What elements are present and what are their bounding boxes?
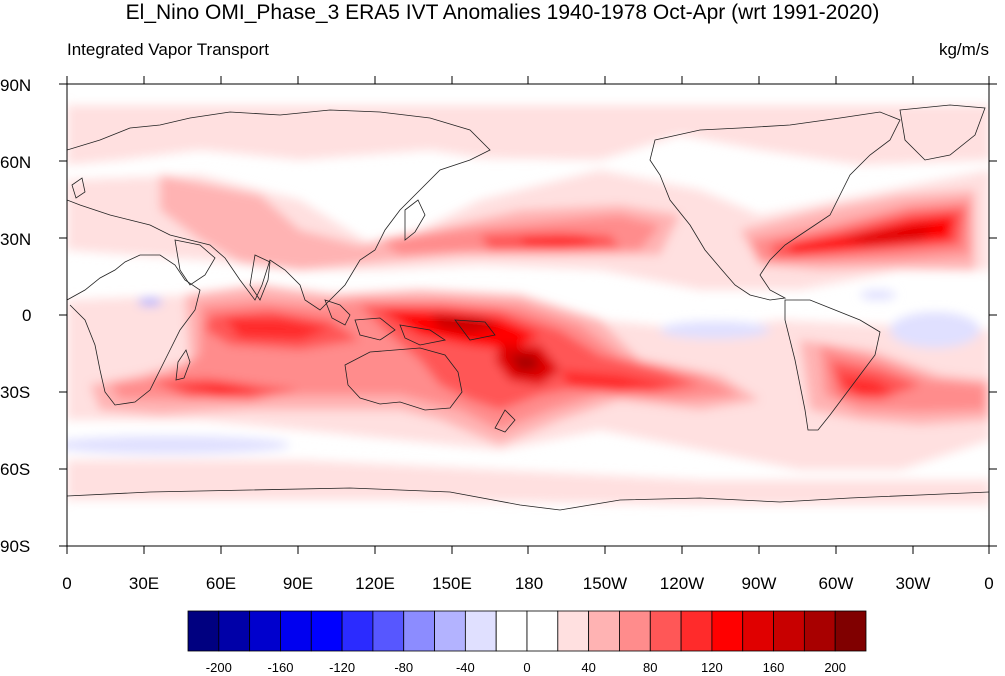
colorbar-swatch [218, 610, 251, 652]
colorbar-swatch [434, 610, 466, 652]
colorbar-swatch [649, 610, 682, 652]
lon-label-120e: 120E [355, 574, 395, 593]
anomaly-field [67, 84, 989, 546]
map-title: El_Nino OMI_Phase_3 ERA5 IVT Anomalies 1… [125, 1, 880, 24]
colorbar-swatch [187, 610, 220, 652]
colorbar-swatch [557, 610, 590, 652]
units-label: kg/m/s [938, 40, 989, 59]
lon-label-150w: 150W [582, 574, 628, 593]
lon-label-120w: 120W [659, 574, 705, 593]
lon-label-0-east: 0 [984, 574, 994, 593]
colorbar-swatch [403, 610, 435, 652]
lon-label-90e: 90E [282, 574, 314, 593]
axis-ticks [59, 76, 997, 554]
variable-name: Integrated Vapor Transport [67, 40, 269, 59]
lon-label-180: 180 [514, 574, 544, 593]
colorbar-tick-label: 200 [824, 660, 847, 675]
colorbar-tick-label: 80 [643, 660, 658, 675]
colorbar [187, 610, 867, 652]
colorbar-swatch [464, 610, 497, 652]
colorbar-swatch [711, 610, 744, 652]
lon-label-30w: 30W [895, 574, 931, 593]
colorbar-swatch [803, 610, 836, 652]
lon-label-0: 0 [62, 574, 72, 593]
colorbar-tick-label: 0 [523, 660, 531, 675]
lat-label-30n: 30N [0, 230, 32, 249]
colorbar-swatch [680, 610, 713, 652]
colorbar-swatch [742, 610, 774, 652]
colorbar-tick-label: -40 [455, 660, 475, 675]
colorbar-tick-label: 40 [581, 660, 596, 675]
lat-label-90n: 90N [0, 76, 32, 95]
colorbar-swatch [588, 610, 620, 652]
lat-label-60s: 60S [0, 460, 31, 479]
colorbar-swatch [773, 610, 805, 652]
colorbar-swatch [372, 610, 405, 652]
lon-label-60w: 60W [818, 574, 854, 593]
colorbar-swatch [310, 610, 343, 652]
colorbar-swatch [341, 610, 374, 652]
lat-label-60n: 60N [0, 153, 32, 172]
lon-label-30e: 30E [128, 574, 160, 593]
colorbar-tick-label: 160 [762, 660, 785, 675]
colorbar-swatch [495, 610, 528, 652]
lat-label-90s: 90S [0, 537, 31, 556]
lat-label-30s: 30S [0, 383, 31, 402]
colorbar-swatch [280, 610, 312, 652]
colorbar-swatch [834, 610, 867, 652]
colorbar-tick-label: -120 [329, 660, 356, 675]
lon-label-60e: 60E [205, 574, 237, 593]
colorbar-tick-label: -160 [267, 660, 294, 675]
colorbar-tick-label: 120 [701, 660, 723, 675]
coastlines [67, 104, 989, 511]
lat-label-eq: 0 [22, 306, 32, 325]
colorbar-tick-label: -80 [394, 660, 414, 675]
lon-label-150e: 150E [432, 574, 472, 593]
colorbar-swatch [526, 610, 559, 652]
lon-label-90w: 90W [741, 574, 777, 593]
colorbar-tick-label: -200 [205, 660, 232, 675]
colorbar-swatch [619, 610, 651, 652]
colorbar-swatch [249, 610, 281, 652]
